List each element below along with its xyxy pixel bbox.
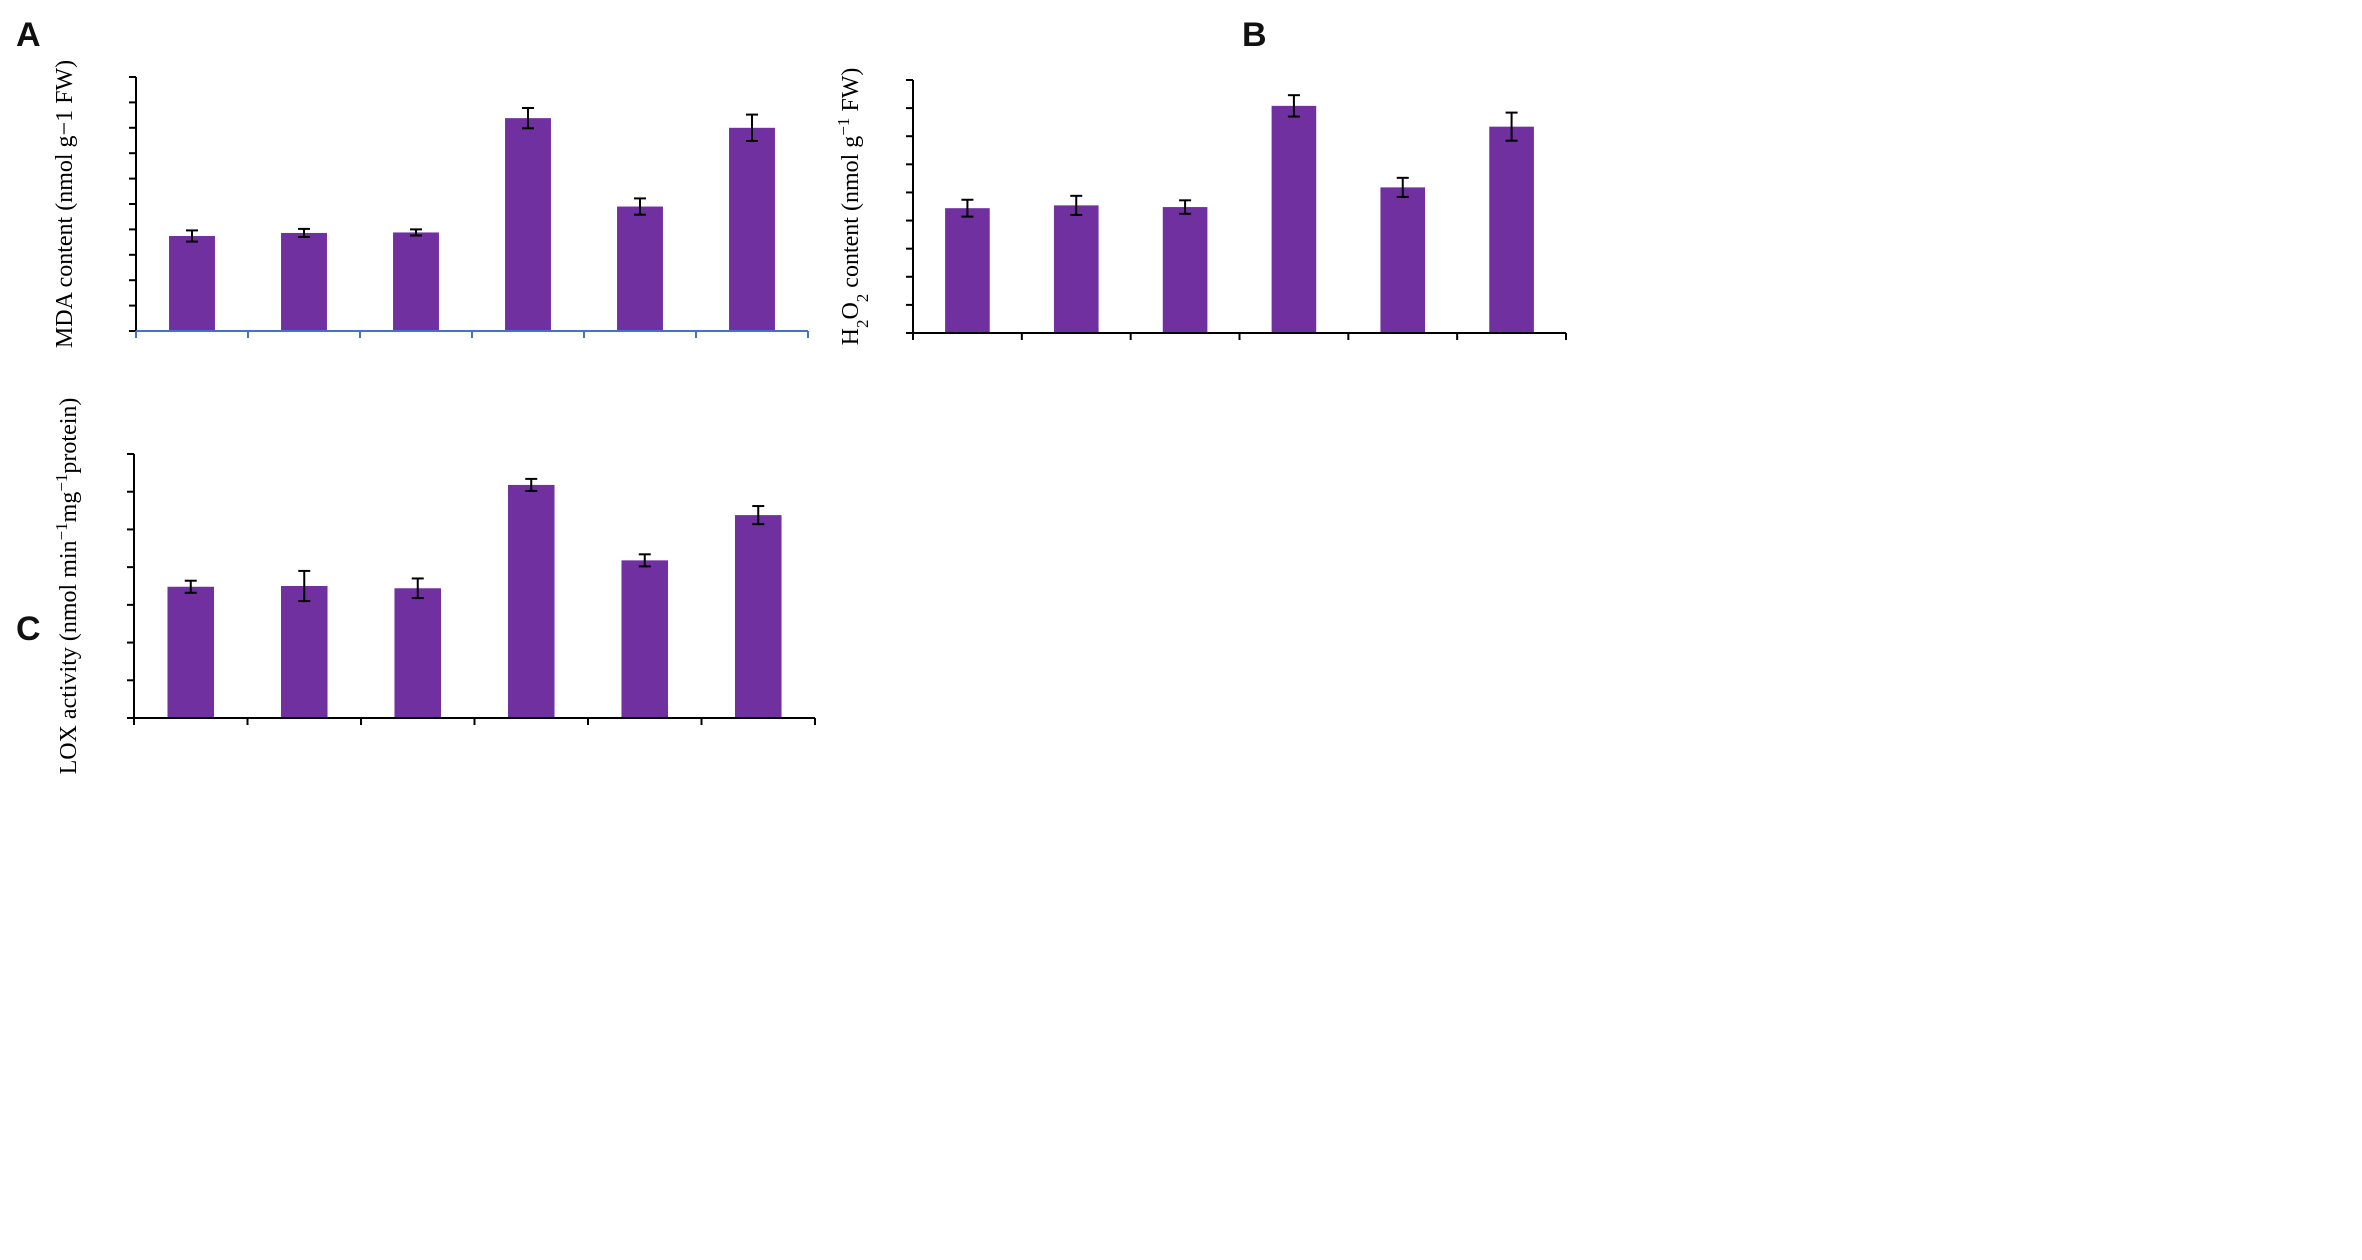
bar xyxy=(169,236,215,331)
chart-c-lox: LOX activity (nmol min−1mg−1protein) xyxy=(52,398,816,775)
bar xyxy=(729,127,775,331)
bar xyxy=(280,586,328,718)
panel-letter-c: C xyxy=(16,610,41,648)
bar xyxy=(617,206,663,331)
bar xyxy=(1489,126,1534,333)
y-axis-title-part: 2 xyxy=(853,320,872,329)
panel-letter-b: B xyxy=(1242,16,1267,54)
y-axis-title-part: −1 xyxy=(834,118,853,136)
y-axis-title: LOX activity (nmol min−1mg−1protein) xyxy=(52,398,83,775)
bar xyxy=(281,232,327,331)
bar xyxy=(734,515,782,718)
y-axis-title-part: H xyxy=(838,328,864,345)
chart-b-h2o2: H2O2 content (nmol g−1 FW) xyxy=(834,68,1567,346)
bar xyxy=(167,586,215,718)
y-axis-title-part: FW) xyxy=(838,68,864,118)
bar xyxy=(1162,207,1208,333)
bar xyxy=(1380,187,1426,333)
y-axis-title-part: O xyxy=(838,302,864,319)
y-axis-title-part: mg xyxy=(56,492,82,523)
bar xyxy=(1271,105,1317,334)
y-axis-title-part: −1 xyxy=(52,522,71,540)
chart-a-mda: MDA content (nmol g−1 FW) xyxy=(52,60,809,348)
y-axis-title-part: protein) xyxy=(56,398,82,474)
bar xyxy=(393,232,439,331)
y-axis-title-part: LOX activity (nmol min xyxy=(56,540,82,774)
bar xyxy=(945,208,990,333)
bar xyxy=(394,588,442,718)
bar xyxy=(505,118,551,331)
y-axis-title: H2O2 content (nmol g−1 FW) xyxy=(834,68,872,346)
panel-letter-a: A xyxy=(16,16,41,54)
y-axis-title-part: content (nmol g xyxy=(838,136,864,294)
bar xyxy=(507,484,555,718)
y-axis-title-part: 2 xyxy=(853,294,872,303)
bar xyxy=(621,560,669,718)
bar xyxy=(1053,205,1099,333)
y-axis-title-part: −1 xyxy=(52,474,71,492)
y-axis-title: MDA content (nmol g−1 FW) xyxy=(52,60,78,348)
